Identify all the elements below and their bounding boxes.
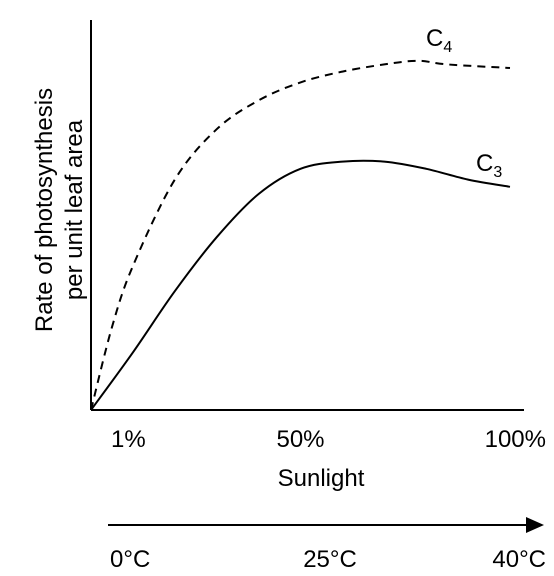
temperature-tick-labels: 0°C 25°C 40°C <box>110 546 546 573</box>
series-label-c3: C3 <box>476 150 502 181</box>
x-tick-labels: 1% 50% 100% <box>111 426 546 453</box>
y-axis-label-line1: Rate of photosynthesis <box>31 88 58 332</box>
x-tick-label: 1% <box>111 426 146 453</box>
series-line-c3 <box>90 159 511 411</box>
temperature-arrow-head <box>526 517 544 533</box>
temperature-tick-label: 0°C <box>110 546 150 573</box>
series-layer: C4 C3 <box>90 25 511 411</box>
series-line-c4 <box>90 59 511 411</box>
y-axis-label-line2: per unit leaf area <box>61 119 88 300</box>
x-tick-label: 100% <box>485 426 546 453</box>
x-tick-label: 50% <box>276 426 324 453</box>
y-axis-label: Rate of photosynthesis per unit leaf are… <box>31 88 88 332</box>
x-axis-label: Sunlight <box>278 465 365 492</box>
temperature-tick-label: 25°C <box>303 546 357 573</box>
temperature-tick-label: 40°C <box>492 546 546 573</box>
series-label-c4: C4 <box>426 25 452 56</box>
